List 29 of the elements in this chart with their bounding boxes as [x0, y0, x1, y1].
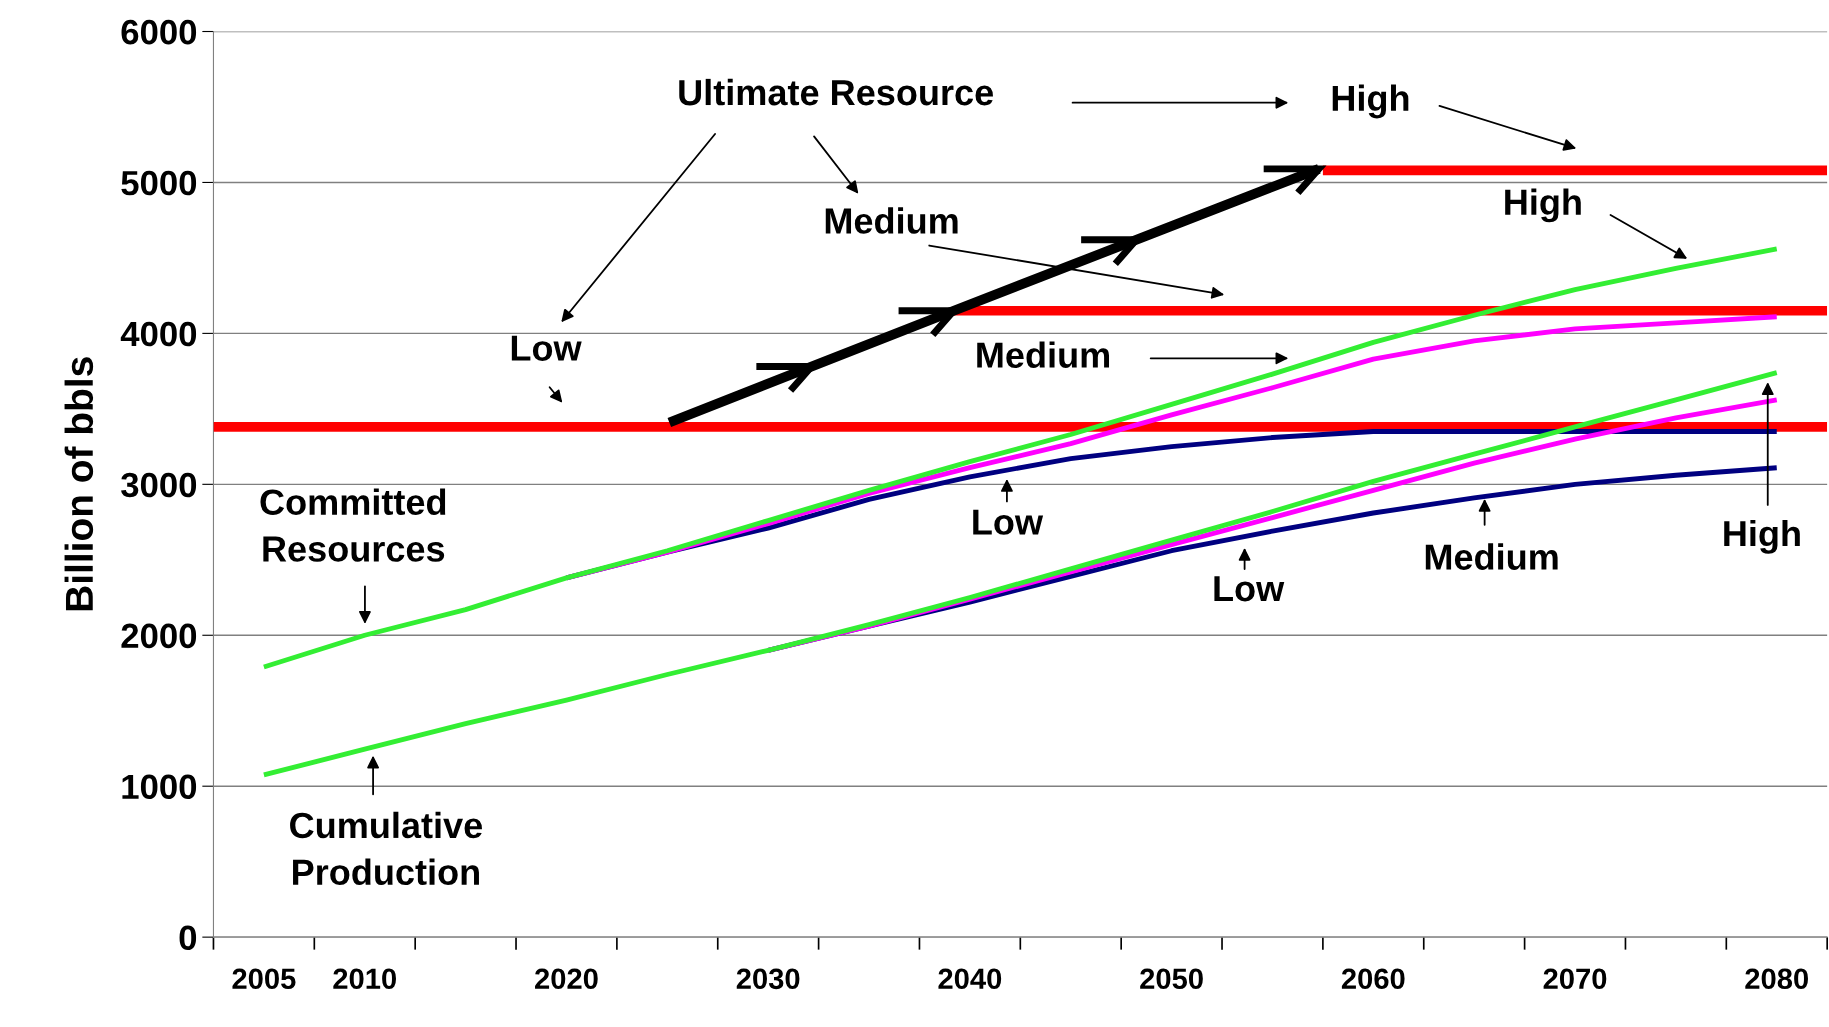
annotation: Medium [1425, 543, 1558, 570]
y-axis-title: Billion of bbls [64, 357, 94, 611]
y-tick-label: 2000 [121, 623, 197, 649]
y-tick-label: 3000 [121, 472, 197, 498]
annotation: High [1332, 84, 1409, 119]
x-tick-label: 2005 [232, 968, 296, 990]
annotation: Cumulative Production [290, 811, 482, 886]
x-tick-label: 2040 [938, 968, 1002, 990]
annotation: Low [973, 509, 1044, 535]
annotation: Committed Resources [260, 488, 446, 562]
y-tick-label: 5000 [121, 170, 197, 196]
x-tick-label: 2010 [333, 968, 396, 990]
annotation: High [1505, 188, 1581, 223]
annotation: Medium [977, 341, 1110, 368]
x-tick-label: 2070 [1543, 968, 1607, 990]
y-tick-label: 0 [179, 925, 197, 951]
y-tick-label: 1000 [122, 774, 197, 800]
x-tick-label: 2020 [535, 968, 598, 990]
x-tick-label: 2080 [1745, 968, 1808, 990]
y-tick-label: 4000 [120, 321, 197, 347]
annotation: High [1724, 519, 1800, 554]
annotation: Low [1214, 576, 1285, 602]
annotation: Ultimate Resource [679, 78, 993, 106]
annotation: Low [511, 335, 582, 361]
x-tick-label: 2030 [736, 968, 800, 990]
x-tick-label: 2050 [1140, 968, 1203, 990]
x-tick-label: 2060 [1341, 968, 1405, 990]
y-tick-label: 6000 [121, 19, 197, 45]
annotation: Medium [825, 207, 958, 234]
